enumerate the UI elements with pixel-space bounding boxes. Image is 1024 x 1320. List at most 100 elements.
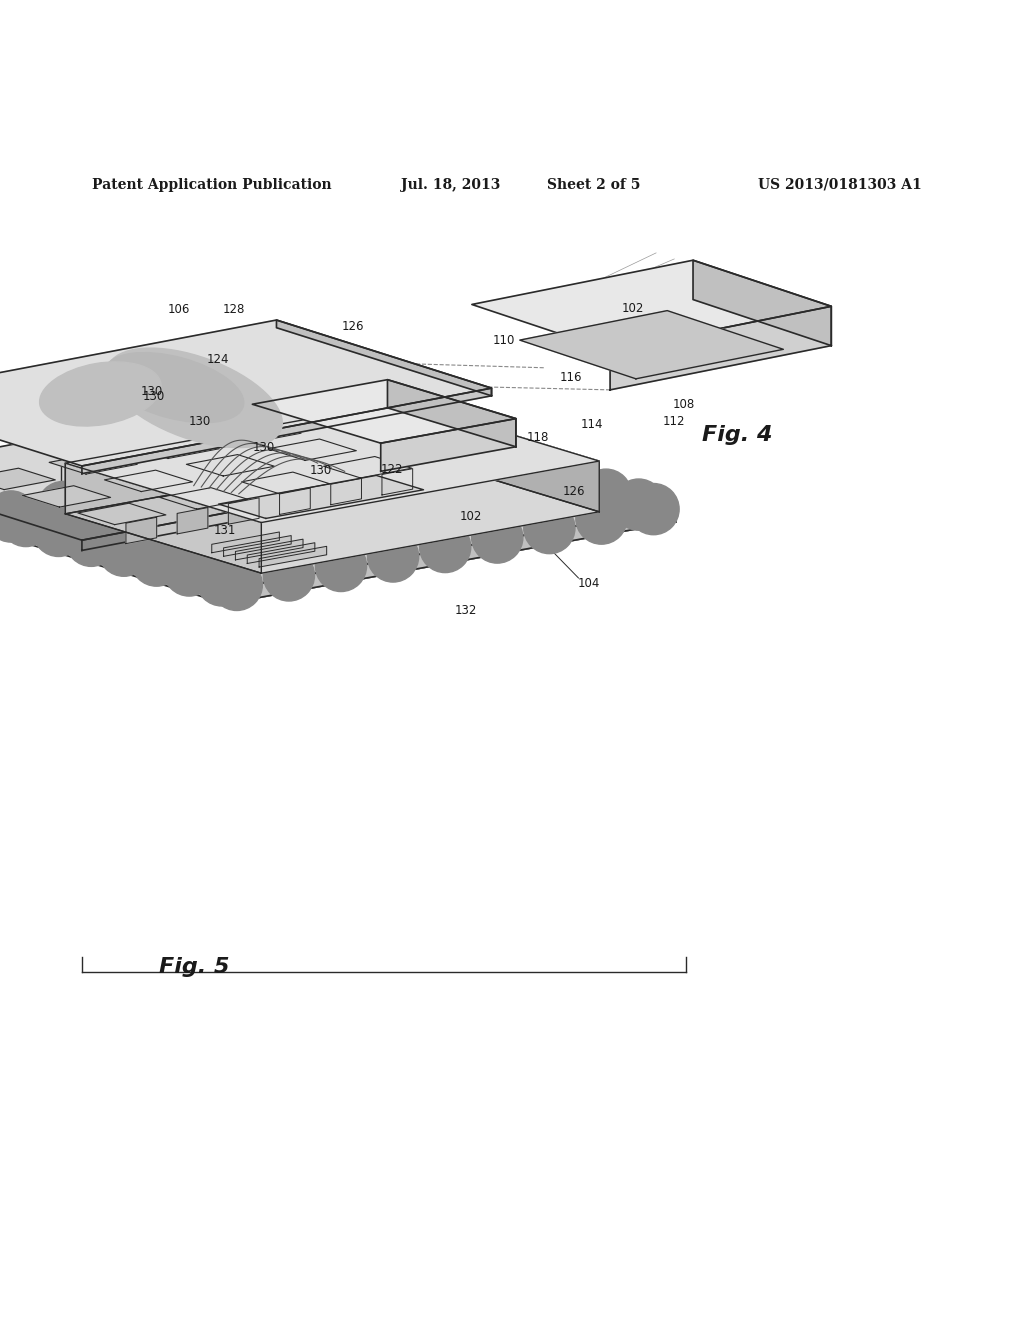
Circle shape [197,554,248,606]
Polygon shape [66,401,403,513]
Circle shape [194,453,245,504]
Text: 128: 128 [301,498,324,511]
Circle shape [98,525,150,577]
Text: 106: 106 [383,438,406,451]
Polygon shape [82,462,492,550]
Text: 110: 110 [493,334,515,347]
Text: 114: 114 [581,418,603,430]
Polygon shape [228,498,259,524]
Text: 128: 128 [322,482,344,495]
Polygon shape [223,536,291,556]
Circle shape [450,429,501,480]
Polygon shape [268,440,356,461]
Text: 116: 116 [560,371,583,384]
Polygon shape [177,508,208,533]
Text: 112: 112 [663,414,685,428]
Text: 130: 130 [253,441,275,454]
Polygon shape [0,450,676,603]
Circle shape [575,492,627,544]
Text: Fig. 4: Fig. 4 [702,425,772,445]
Circle shape [38,482,89,532]
Polygon shape [403,401,599,512]
Polygon shape [0,469,55,490]
Polygon shape [280,488,310,515]
Polygon shape [66,401,599,523]
Polygon shape [610,306,831,389]
Polygon shape [236,539,303,560]
Ellipse shape [104,352,244,422]
Polygon shape [324,457,412,478]
Polygon shape [0,395,492,540]
Text: Sheet 2 of 5: Sheet 2 of 5 [547,178,641,191]
Text: 102: 102 [622,302,644,315]
Polygon shape [66,463,261,573]
Circle shape [420,521,471,573]
Text: 106: 106 [168,304,190,317]
Circle shape [66,515,117,566]
Text: 102: 102 [460,510,482,523]
Circle shape [263,550,314,601]
Ellipse shape [106,348,283,447]
Circle shape [628,483,679,535]
Polygon shape [382,469,413,495]
Circle shape [211,560,262,610]
Polygon shape [242,473,330,494]
Text: 122: 122 [381,463,403,477]
Text: 132: 132 [455,605,477,618]
Circle shape [298,434,349,486]
Polygon shape [186,454,274,477]
Text: Patent Application Publication: Patent Application Publication [92,178,332,191]
Text: Jul. 18, 2013: Jul. 18, 2013 [400,178,501,191]
Polygon shape [387,380,516,446]
Circle shape [350,425,401,475]
Polygon shape [131,437,219,458]
Circle shape [472,512,523,564]
Polygon shape [160,487,248,510]
Text: 130: 130 [142,391,165,404]
Text: 130: 130 [188,414,211,428]
Circle shape [0,495,51,546]
Circle shape [402,414,454,466]
Circle shape [368,531,419,582]
Polygon shape [381,418,516,471]
Circle shape [581,469,632,520]
Text: 130: 130 [309,465,332,477]
Polygon shape [23,486,111,507]
Text: US 2013/0181303 A1: US 2013/0181303 A1 [758,178,922,191]
Circle shape [164,545,215,597]
Polygon shape [247,543,314,564]
Text: 124: 124 [207,354,229,367]
Circle shape [246,444,297,495]
Text: 108: 108 [673,397,695,411]
Polygon shape [225,508,676,603]
Circle shape [33,506,84,557]
Polygon shape [0,436,676,590]
Text: 118: 118 [526,432,549,445]
Polygon shape [276,395,492,473]
Circle shape [141,462,193,513]
Ellipse shape [40,362,161,426]
Polygon shape [0,319,492,466]
Circle shape [515,449,566,500]
Text: 104: 104 [578,577,600,590]
Text: Fig. 5: Fig. 5 [160,957,229,977]
Circle shape [0,491,37,543]
Polygon shape [331,478,361,504]
Circle shape [315,540,367,591]
Polygon shape [213,421,301,444]
Polygon shape [439,436,676,521]
Polygon shape [82,388,492,474]
Circle shape [90,473,141,523]
Polygon shape [66,453,599,573]
Polygon shape [276,319,492,396]
Polygon shape [126,517,157,544]
Text: 128: 128 [222,304,245,317]
Circle shape [482,440,534,491]
Polygon shape [472,260,831,351]
Text: 130: 130 [140,385,163,399]
Polygon shape [212,532,280,553]
Polygon shape [520,310,783,379]
Circle shape [417,420,468,471]
Circle shape [523,503,574,553]
Text: 131: 131 [214,524,237,537]
